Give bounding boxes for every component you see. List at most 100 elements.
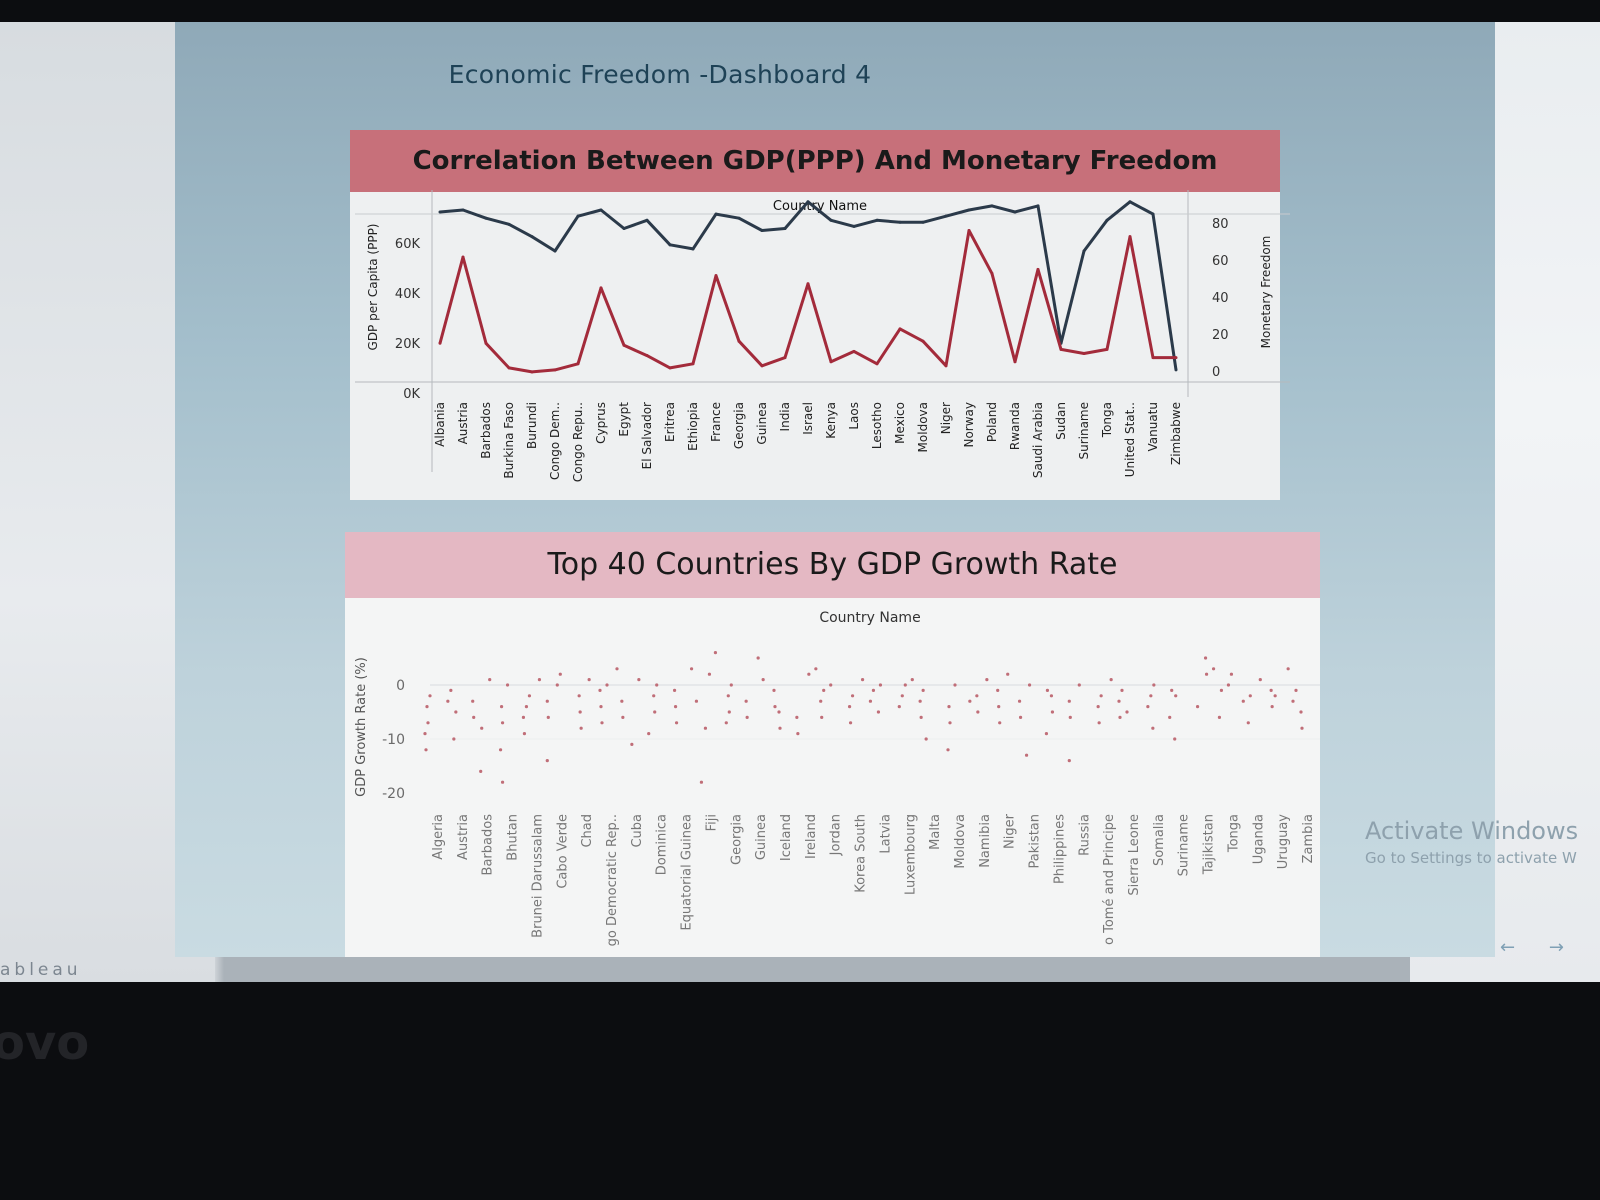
scatter-point — [996, 688, 1000, 693]
scatter-point — [795, 715, 799, 720]
data-point — [737, 339, 741, 343]
y-axis-title: GDP Growth Rate (%) — [354, 657, 369, 797]
data-point — [1013, 210, 1017, 214]
x-tick-label: El Salvador — [640, 402, 654, 469]
growth-chart-panel — [345, 532, 1320, 957]
scatter-point — [598, 688, 602, 693]
scatter-point — [1248, 694, 1252, 698]
scatter-point — [1270, 705, 1274, 709]
x-tick-label: Cabo Verde — [555, 814, 570, 889]
scatter-point — [860, 678, 865, 682]
correlation-line-chart: Country Name GDP per Capita (PPP) Monetary… — [355, 190, 1290, 482]
scatter-point — [1170, 688, 1174, 693]
y-axis-title: GDP per Capita (PPP) — [366, 224, 380, 351]
data-point — [967, 208, 971, 212]
x-tick-label: Moldova — [916, 402, 930, 452]
scatter-point — [822, 688, 826, 693]
x-tick-label: Algeria — [431, 814, 446, 860]
scatter-point — [500, 721, 505, 725]
scatter-point — [947, 705, 951, 709]
x-tick-label: Georgia — [732, 402, 746, 449]
x-tick-label: Barbados — [479, 402, 493, 459]
scatter-point — [924, 737, 928, 741]
x-tick-label: Poland — [985, 402, 999, 442]
scatter-point — [1229, 672, 1234, 676]
scatter-point — [761, 678, 765, 682]
y-tick-label: 20K — [395, 337, 421, 352]
x-tick-label: Sudan — [1054, 402, 1068, 440]
scatter-point — [1146, 705, 1150, 709]
scatter-point — [1049, 694, 1054, 698]
data-point — [806, 200, 810, 204]
scatter-point — [829, 683, 833, 687]
scatter-point — [1241, 699, 1245, 703]
watermark-title: Activate Windows — [1365, 817, 1579, 845]
data-point — [990, 272, 994, 276]
scatter-point — [848, 721, 853, 725]
x-tick-label: Norway — [962, 402, 976, 448]
x-tick-label: Sierra Leone — [1127, 814, 1142, 896]
x-tick-label: Somalia — [1152, 814, 1167, 866]
data-point — [1128, 235, 1132, 239]
data-point — [599, 286, 603, 290]
activate-windows-watermark: Activate Windows Go to Settings to activ… — [1365, 817, 1578, 867]
x-tick-label: Latvia — [878, 814, 893, 854]
x-tick-label: Saudi Arabia — [1031, 402, 1045, 478]
scatter-point — [1286, 667, 1290, 671]
data-point — [760, 364, 764, 368]
scatter-point — [1217, 715, 1222, 720]
scatter-point — [796, 732, 800, 736]
nav-next-arrow-icon[interactable]: → — [1548, 937, 1564, 958]
scatter-point — [1096, 705, 1100, 709]
x-tick-label: Suriname — [1177, 814, 1192, 876]
x-tick-label: Burkina Faso — [502, 402, 516, 479]
scatter-point — [876, 710, 881, 714]
scatter-point — [673, 705, 678, 709]
data-point — [760, 229, 764, 232]
scatter-point — [744, 699, 748, 703]
data-point — [783, 226, 787, 230]
x-tick-label: Congo Repu.. — [571, 402, 585, 482]
y2-tick-label: 0 — [1212, 365, 1220, 380]
scatter-point — [480, 726, 484, 730]
x-tick-label: Cuba — [630, 814, 645, 848]
scatter-point — [1006, 672, 1010, 676]
scatter-point — [600, 721, 604, 725]
scatter-point — [1211, 667, 1216, 671]
scatter-point — [1017, 699, 1022, 703]
x-tick-label: Dominica — [655, 814, 670, 875]
scatter-point — [426, 721, 430, 725]
scatter-point — [505, 683, 510, 687]
y2-tick-label: 20 — [1212, 328, 1229, 343]
scatter-point — [910, 678, 914, 682]
x-tick-label: Malta — [928, 814, 943, 850]
nav-prev-arrow-icon[interactable]: ← — [1500, 937, 1516, 958]
scatter-point — [472, 715, 476, 720]
x-tick-label: Burundi — [525, 402, 539, 449]
growth-chart-title: Top 40 Countries By GDP Growth Rate — [345, 532, 1320, 598]
y-tick-label: 0 — [396, 678, 405, 694]
scatter-point — [637, 678, 641, 682]
scatter-point — [1099, 694, 1103, 698]
data-point — [1036, 204, 1040, 208]
x-tick-label: France — [709, 402, 723, 442]
scatter-point — [819, 699, 823, 703]
data-point — [645, 218, 649, 222]
tableau-brand: ableau — [0, 960, 82, 980]
scatter-point — [522, 732, 527, 736]
scatter-point — [579, 726, 583, 730]
y-tick-label: -20 — [382, 786, 405, 802]
scatter-point — [446, 699, 450, 703]
x-tick-label: Niger — [939, 402, 953, 434]
scatter-point — [1109, 678, 1113, 682]
scatter-point — [724, 721, 728, 725]
y-tick-label: 0K — [403, 387, 420, 402]
scatter-point — [1067, 759, 1071, 763]
scatter-point — [998, 721, 1002, 725]
scatter-point — [605, 683, 609, 687]
scatter-point — [953, 683, 957, 687]
scatter-point — [621, 715, 625, 720]
x-tick-label: Iceland — [779, 814, 794, 861]
dashboard-nav: ← → — [1500, 937, 1564, 958]
x-tick-label: Uruguay — [1276, 814, 1291, 870]
